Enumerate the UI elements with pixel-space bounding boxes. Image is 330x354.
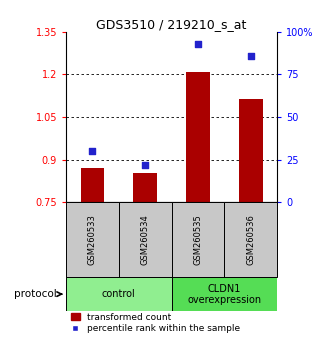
Bar bbox=[119, 202, 172, 277]
Bar bbox=[81, 167, 104, 202]
Text: GSM260533: GSM260533 bbox=[88, 214, 97, 265]
Point bbox=[90, 148, 95, 154]
Bar bbox=[186, 73, 210, 202]
Bar bbox=[224, 202, 277, 277]
Point bbox=[248, 53, 253, 58]
Text: GSM260534: GSM260534 bbox=[141, 214, 150, 265]
Text: protocol: protocol bbox=[14, 289, 57, 299]
Bar bbox=[172, 277, 277, 312]
Legend: transformed count, percentile rank within the sample: transformed count, percentile rank withi… bbox=[71, 313, 240, 333]
Bar bbox=[66, 277, 172, 312]
Point bbox=[195, 41, 201, 47]
Bar bbox=[172, 202, 224, 277]
Bar bbox=[133, 173, 157, 202]
Text: CLDN1
overexpression: CLDN1 overexpression bbox=[187, 284, 261, 304]
Point bbox=[143, 162, 148, 167]
Text: control: control bbox=[102, 289, 136, 299]
Text: GSM260536: GSM260536 bbox=[246, 214, 255, 265]
Bar bbox=[66, 202, 119, 277]
Text: GSM260535: GSM260535 bbox=[193, 214, 203, 265]
Title: GDS3510 / 219210_s_at: GDS3510 / 219210_s_at bbox=[96, 18, 247, 31]
Bar bbox=[239, 99, 263, 202]
